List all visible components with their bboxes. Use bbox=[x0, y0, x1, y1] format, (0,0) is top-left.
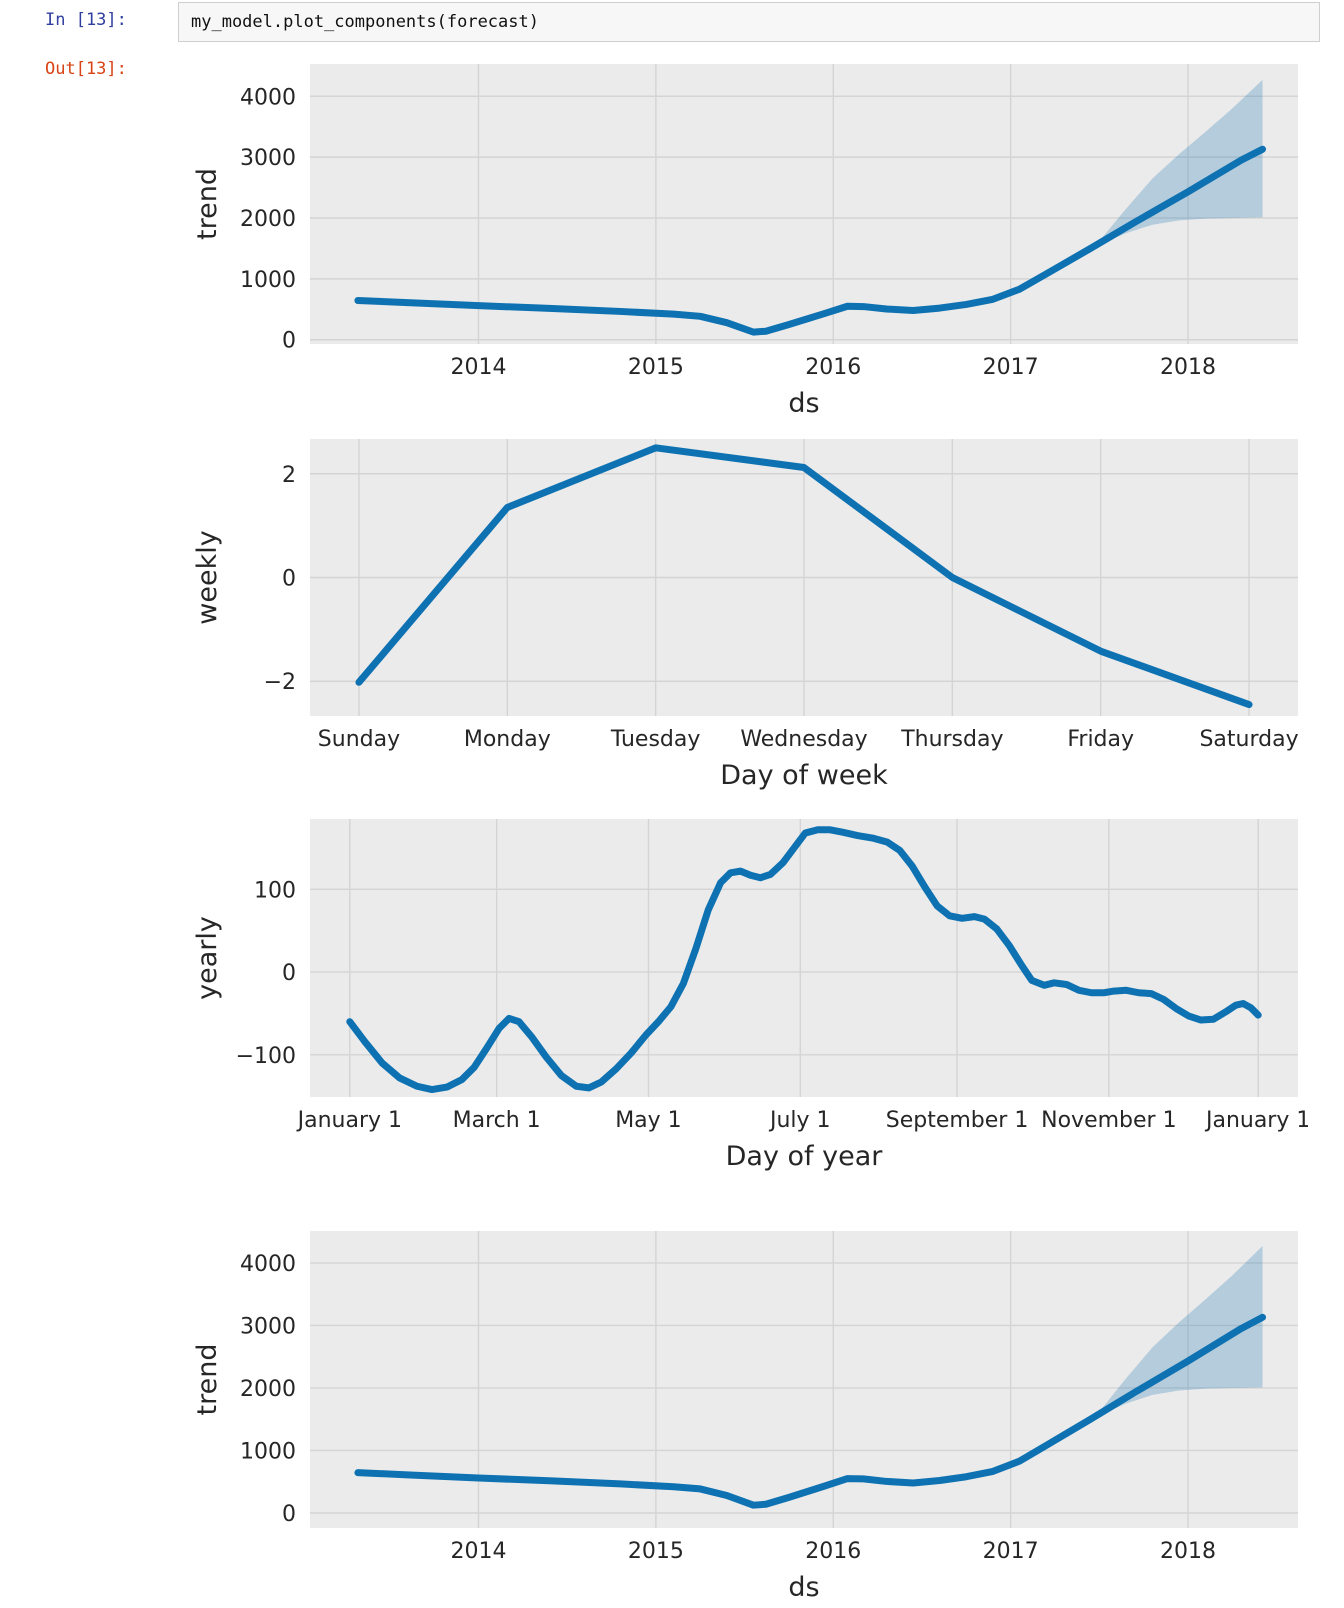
x-tick-label: September 1 bbox=[886, 1108, 1029, 1133]
x-tick-label: 2014 bbox=[451, 355, 507, 380]
trend-line bbox=[354, 1313, 1267, 1509]
gridlines bbox=[310, 1231, 1298, 1528]
y-axis-label: trend bbox=[192, 168, 223, 240]
y-tick-label: 0 bbox=[282, 567, 296, 592]
uncertainty-band bbox=[1099, 79, 1263, 245]
y-tick-label: 2000 bbox=[240, 1377, 296, 1402]
y-tick-label: 4000 bbox=[240, 1252, 296, 1277]
x-tick-label: January 1 bbox=[1204, 1108, 1308, 1133]
input-prompt: In [13]: bbox=[45, 10, 127, 30]
yearly-chart-svg: January 1 March 1 May 1 July 1 September 1 No… bbox=[192, 819, 1311, 1172]
components-figure: 2014 2015 2016 2017 2018 0 1000 2000 3000 4000 ds t… bbox=[178, 56, 1344, 1608]
y-tick-label: 2000 bbox=[240, 207, 296, 232]
x-tick-label: January 1 bbox=[296, 1108, 402, 1133]
y-tick-label: −2 bbox=[264, 670, 296, 695]
y-tick-label: 0 bbox=[282, 329, 296, 354]
yearly-component-chart: January 1 March 1 May 1 July 1 September 1 No… bbox=[178, 811, 1344, 1173]
x-tick-label: 2015 bbox=[628, 355, 684, 380]
code-text: my_model.plot_components(forecast) bbox=[191, 12, 539, 32]
plot-background bbox=[310, 64, 1298, 344]
trend-lower-component-chart: 2014 2015 2016 2017 2018 0 1000 2000 3000 4000 ds t… bbox=[178, 1223, 1344, 1608]
y-tick-label: 0 bbox=[282, 961, 296, 986]
output-cell-row: Out[13]: 2014 2015 2016 2017 2018 0 1000 2000 30… bbox=[0, 56, 1344, 1608]
x-tick-label: Monday bbox=[464, 727, 551, 752]
x-tick-label: 2014 bbox=[451, 1539, 507, 1564]
tick-labels: 2014 2015 2016 2017 2018 0 1000 2000 3000 4000 bbox=[240, 85, 1216, 380]
yearly-line bbox=[346, 826, 1262, 1094]
input-cell-row: In [13]: my_model.plot_components(foreca… bbox=[0, 0, 1344, 42]
output-prompt: Out[13]: bbox=[45, 59, 127, 79]
weekly-component-chart: Sunday Monday Tuesday Wednesday Thursday Frid… bbox=[178, 431, 1344, 799]
x-tick-label: March 1 bbox=[453, 1108, 541, 1133]
gridlines bbox=[310, 819, 1298, 1097]
x-tick-label: Friday bbox=[1067, 727, 1134, 752]
code-input-area[interactable]: my_model.plot_components(forecast) bbox=[178, 2, 1320, 42]
gridlines bbox=[310, 439, 1298, 716]
y-tick-label: 1000 bbox=[240, 268, 296, 293]
tick-labels: January 1 March 1 May 1 July 1 September 1 No… bbox=[236, 878, 1311, 1133]
y-tick-label: 1000 bbox=[240, 1439, 296, 1464]
x-tick-label: July 1 bbox=[768, 1108, 831, 1133]
x-axis-label: ds bbox=[788, 388, 819, 419]
uncertainty-band bbox=[1099, 1246, 1263, 1416]
y-tick-label: 4000 bbox=[240, 85, 296, 110]
x-tick-label: November 1 bbox=[1041, 1108, 1176, 1133]
y-tick-label: −100 bbox=[236, 1044, 296, 1069]
trend-line bbox=[354, 145, 1267, 336]
y-tick-label: 100 bbox=[254, 878, 296, 903]
y-axis-label: weekly bbox=[192, 530, 223, 624]
x-tick-label: 2015 bbox=[628, 1539, 684, 1564]
x-tick-label: 2016 bbox=[805, 1539, 861, 1564]
x-tick-label: Saturday bbox=[1199, 727, 1298, 752]
weekly-line bbox=[355, 444, 1253, 709]
tick-labels: 2014 2015 2016 2017 2018 0 1000 2000 3000 4000 bbox=[240, 1252, 1216, 1564]
x-axis-label: Day of week bbox=[720, 760, 888, 791]
gridlines bbox=[310, 64, 1298, 344]
y-tick-label: 2 bbox=[282, 463, 296, 488]
x-tick-label: 2016 bbox=[805, 355, 861, 380]
tick-labels: Sunday Monday Tuesday Wednesday Thursday Frid… bbox=[264, 463, 1299, 752]
y-tick-label: 3000 bbox=[240, 146, 296, 171]
trend-lower-chart-svg: 2014 2015 2016 2017 2018 0 1000 2000 3000 4000 ds t… bbox=[192, 1231, 1298, 1603]
y-axis-label: trend bbox=[192, 1344, 223, 1416]
x-tick-label: 2017 bbox=[983, 355, 1039, 380]
trend-chart-svg: 2014 2015 2016 2017 2018 0 1000 2000 3000 4000 ds t… bbox=[192, 64, 1298, 419]
weekly-chart-svg: Sunday Monday Tuesday Wednesday Thursday Frid… bbox=[192, 439, 1299, 791]
y-tick-label: 3000 bbox=[240, 1314, 296, 1339]
x-tick-label: Thursday bbox=[900, 727, 1003, 752]
x-tick-label: Wednesday bbox=[740, 727, 867, 752]
trend-component-chart: 2014 2015 2016 2017 2018 0 1000 2000 3000 4000 ds t… bbox=[178, 56, 1344, 421]
x-tick-label: Sunday bbox=[318, 727, 400, 752]
x-tick-label: 2017 bbox=[983, 1539, 1039, 1564]
x-tick-label: 2018 bbox=[1160, 355, 1216, 380]
y-tick-label: 0 bbox=[282, 1502, 296, 1527]
x-tick-label: Tuesday bbox=[610, 727, 701, 752]
x-tick-label: 2018 bbox=[1160, 1539, 1216, 1564]
x-axis-label: Day of year bbox=[726, 1141, 884, 1172]
x-axis-label: ds bbox=[788, 1572, 819, 1603]
y-axis-label: yearly bbox=[192, 916, 223, 1000]
plot-background bbox=[310, 819, 1298, 1097]
x-tick-label: May 1 bbox=[615, 1108, 681, 1133]
